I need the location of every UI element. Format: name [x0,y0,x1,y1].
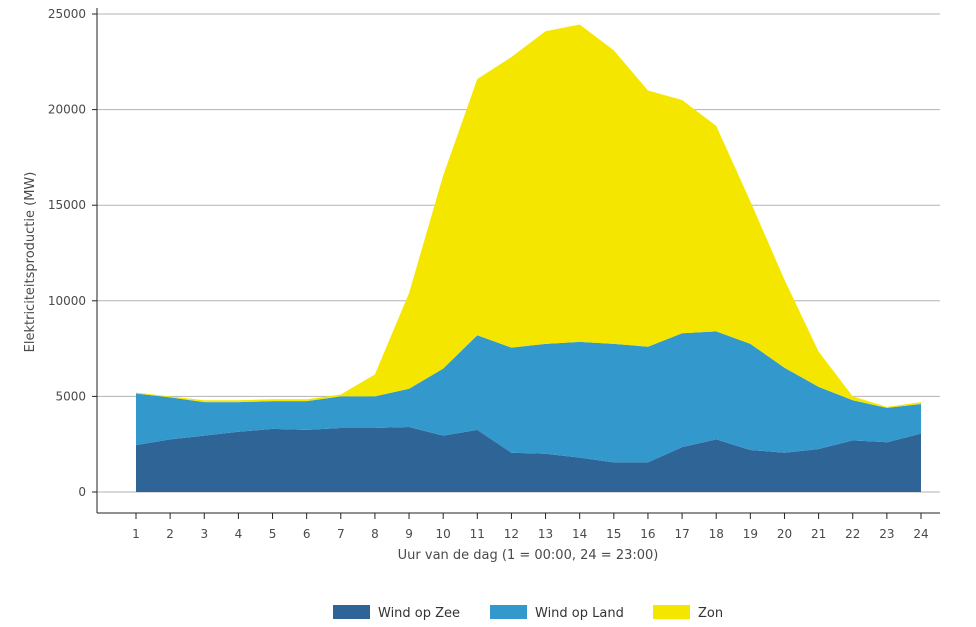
x-tick-label-14: 14 [572,527,587,541]
legend-swatch-wind-op-land [490,605,527,619]
x-tick-label-15: 15 [606,527,621,541]
legend-swatch-zon [653,605,690,619]
area-wind-op-land [136,331,921,463]
x-tick-label-21: 21 [811,527,826,541]
legend-swatch-wind-op-zee [333,605,370,619]
x-tick-label-5: 5 [269,527,277,541]
legend-label-wind-op-zee: Wind op Zee [378,606,460,621]
x-tick-label-17: 17 [674,527,689,541]
x-tick-label-22: 22 [845,527,860,541]
x-tick-label-12: 12 [504,527,519,541]
x-axis-title: Uur van de dag (1 = 00:00, 24 = 23:00) [398,548,659,563]
x-tick-label-19: 19 [743,527,758,541]
area-wind-op-zee [136,426,921,492]
x-tick-label-24: 24 [913,527,928,541]
x-tick-label-16: 16 [640,527,655,541]
x-tick-label-10: 10 [436,527,451,541]
x-tick-label-6: 6 [303,527,311,541]
area-series-group [136,24,921,492]
x-tick-label-11: 11 [470,527,485,541]
x-tick-label-9: 9 [405,527,413,541]
x-tick-label-13: 13 [538,527,553,541]
x-tick-label-2: 2 [166,527,174,541]
y-axis-title: Elektriciteitsproductie (MW) [23,172,38,353]
y-tick-label-25000: 25000 [48,7,86,21]
legend-label-zon: Zon [698,606,723,621]
x-tick-label-7: 7 [337,527,345,541]
y-tick-label-20000: 20000 [48,103,86,117]
y-ticks: 0 5000 10000 15000 20000 25000 [48,7,97,499]
y-tick-label-15000: 15000 [48,198,86,212]
x-tick-label-3: 3 [200,527,208,541]
y-tick-label-0: 0 [78,485,86,499]
x-tick-label-18: 18 [709,527,724,541]
legend-label-wind-op-land: Wind op Land [535,606,624,621]
area-zon [136,24,921,408]
x-tick-label-23: 23 [879,527,894,541]
legend: Wind op Zee Wind op Land Zon [333,605,723,621]
y-tick-label-10000: 10000 [48,294,86,308]
x-ticks: 1 2 3 4 5 6 7 8 9 10 11 12 13 14 15 16 17 18 19 20 21 22 23 24 [132,513,929,541]
axes [96,8,940,514]
x-tick-label-8: 8 [371,527,379,541]
y-tick-label-5000: 5000 [55,389,86,403]
x-tick-label-20: 20 [777,527,792,541]
x-tick-label-4: 4 [235,527,243,541]
x-tick-label-1: 1 [132,527,140,541]
